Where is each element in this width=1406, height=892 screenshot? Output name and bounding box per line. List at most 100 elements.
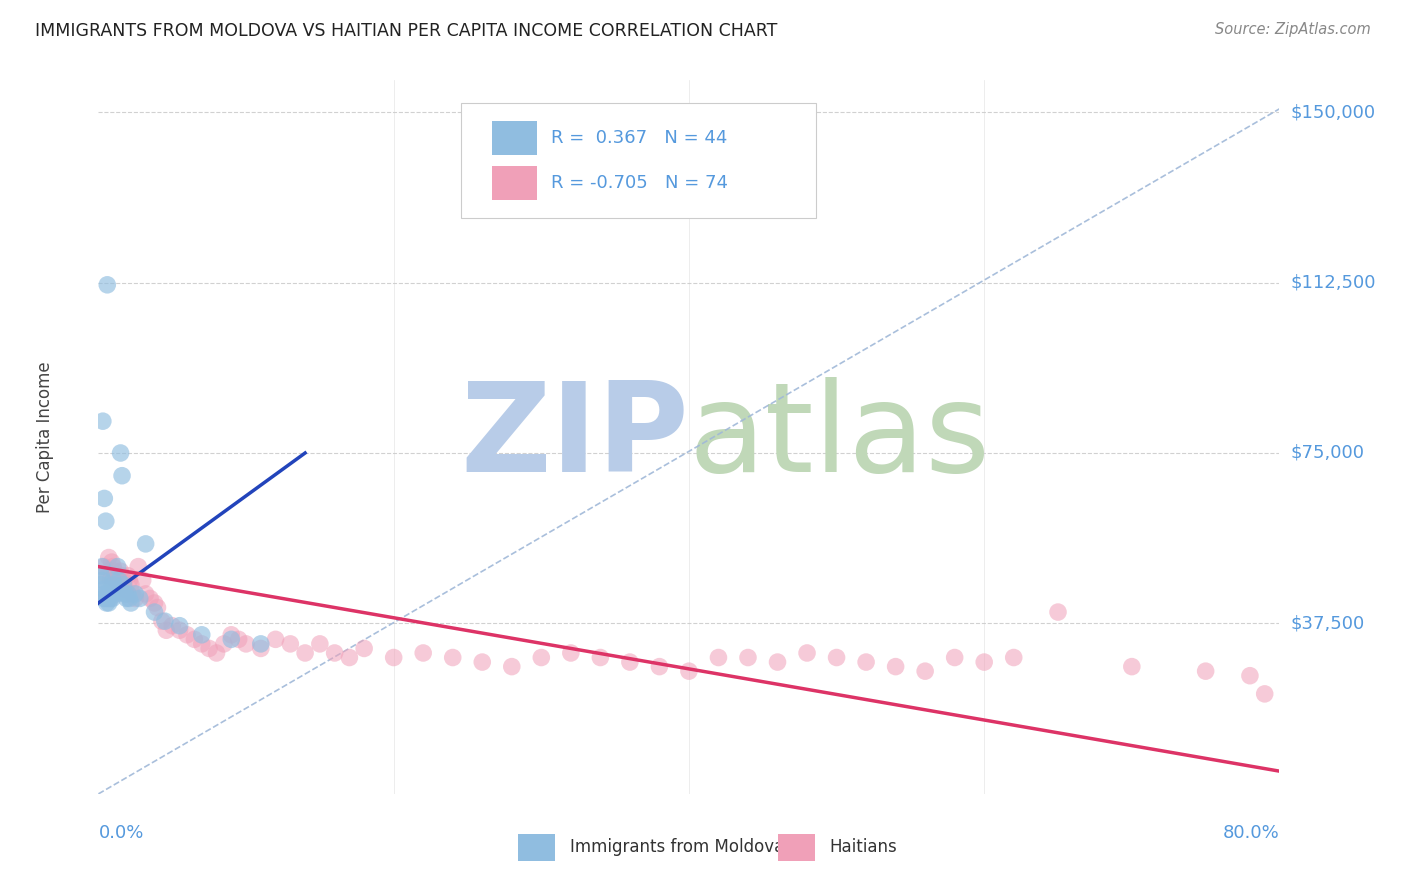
- Text: R = -0.705   N = 74: R = -0.705 N = 74: [551, 174, 728, 193]
- Point: [412, 646, 434, 660]
- Text: ZIP: ZIP: [460, 376, 689, 498]
- Point: [107, 559, 129, 574]
- Point: [309, 637, 332, 651]
- Point: [914, 664, 936, 678]
- Point: [118, 574, 141, 588]
- Point: [96, 587, 118, 601]
- Point: [94, 587, 117, 601]
- Point: [796, 646, 818, 660]
- Point: [143, 596, 166, 610]
- FancyBboxPatch shape: [778, 834, 815, 861]
- Point: [1046, 605, 1069, 619]
- Point: [382, 650, 405, 665]
- Point: [110, 564, 132, 578]
- Text: $150,000: $150,000: [1291, 103, 1375, 121]
- Point: [235, 637, 257, 651]
- Point: [96, 596, 118, 610]
- Point: [104, 582, 127, 597]
- Text: IMMIGRANTS FROM MOLDOVA VS HAITIAN PER CAPITA INCOME CORRELATION CHART: IMMIGRANTS FROM MOLDOVA VS HAITIAN PER C…: [35, 22, 778, 40]
- Point: [104, 564, 127, 578]
- Point: [560, 646, 582, 660]
- Point: [205, 646, 228, 660]
- Point: [219, 628, 243, 642]
- Text: Haitians: Haitians: [830, 838, 897, 856]
- Point: [93, 591, 115, 606]
- Point: [100, 587, 122, 601]
- Point: [143, 605, 166, 619]
- Point: [1239, 669, 1261, 683]
- Point: [118, 591, 141, 606]
- Point: [108, 574, 131, 588]
- Text: $37,500: $37,500: [1291, 615, 1365, 632]
- Point: [737, 650, 759, 665]
- Point: [198, 641, 221, 656]
- Point: [90, 578, 112, 592]
- Point: [98, 587, 121, 601]
- Point: [1195, 664, 1218, 678]
- Point: [93, 491, 115, 506]
- Point: [219, 632, 243, 647]
- Point: [191, 637, 214, 651]
- Point: [589, 650, 612, 665]
- Text: R =  0.367   N = 44: R = 0.367 N = 44: [551, 128, 727, 147]
- Point: [1254, 687, 1277, 701]
- Point: [98, 591, 121, 606]
- Point: [111, 468, 134, 483]
- Point: [110, 446, 132, 460]
- Point: [132, 574, 155, 588]
- Point: [153, 614, 176, 628]
- Point: [678, 664, 700, 678]
- Point: [117, 587, 139, 601]
- Point: [127, 559, 149, 574]
- Point: [228, 632, 250, 647]
- Point: [94, 591, 117, 606]
- Point: [91, 559, 114, 574]
- Text: atlas: atlas: [689, 376, 991, 498]
- Point: [120, 578, 142, 592]
- Point: [103, 559, 125, 574]
- Point: [105, 587, 128, 601]
- Point: [124, 587, 146, 601]
- Point: [943, 650, 966, 665]
- Point: [100, 582, 122, 597]
- Text: Per Capita Income: Per Capita Income: [37, 361, 55, 513]
- Point: [97, 591, 120, 606]
- Point: [441, 650, 464, 665]
- Text: Source: ZipAtlas.com: Source: ZipAtlas.com: [1215, 22, 1371, 37]
- Text: $75,000: $75,000: [1291, 444, 1365, 462]
- Point: [1002, 650, 1025, 665]
- Point: [91, 414, 114, 428]
- Point: [155, 624, 177, 638]
- Point: [115, 587, 138, 601]
- Point: [183, 632, 205, 647]
- Point: [103, 574, 125, 588]
- Point: [250, 637, 273, 651]
- Point: [121, 587, 143, 601]
- FancyBboxPatch shape: [461, 103, 817, 218]
- Point: [278, 637, 302, 651]
- Point: [124, 591, 146, 606]
- Point: [150, 614, 173, 628]
- Point: [94, 514, 117, 528]
- Point: [471, 655, 494, 669]
- Point: [353, 641, 375, 656]
- Point: [114, 582, 136, 597]
- Point: [101, 591, 124, 606]
- Point: [91, 574, 114, 588]
- Point: [112, 574, 135, 588]
- Point: [162, 618, 183, 632]
- Point: [117, 568, 139, 582]
- FancyBboxPatch shape: [492, 166, 537, 201]
- Point: [648, 659, 671, 673]
- Point: [337, 650, 360, 665]
- Point: [323, 646, 346, 660]
- Point: [1121, 659, 1143, 673]
- Point: [139, 591, 162, 606]
- Point: [169, 624, 191, 638]
- Point: [97, 550, 120, 565]
- Text: 80.0%: 80.0%: [1223, 824, 1279, 842]
- Point: [212, 637, 235, 651]
- Point: [93, 559, 115, 574]
- Point: [100, 555, 122, 569]
- Point: [825, 650, 848, 665]
